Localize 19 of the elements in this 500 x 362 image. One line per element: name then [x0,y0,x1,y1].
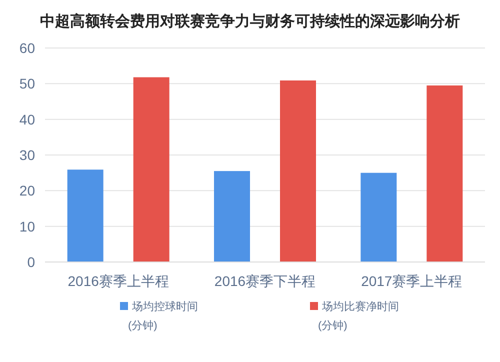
x-tick-label: 2016赛季下半程 [214,273,316,289]
legend-label: 场均控球时间 (分钟) [128,300,198,332]
chart-title: 中超高额转会费用对联赛竞争力与财务可持续性的深远影响分析 [40,12,460,30]
y-tick-label: 0 [27,254,36,270]
y-tick-label: 30 [19,147,36,163]
bar [133,77,170,262]
x-tick-label: 2016赛季上半程 [68,273,169,289]
bar [214,171,250,262]
bar [280,80,316,262]
x-tick-label: 2017赛季上半程 [361,273,462,289]
bar [426,85,463,262]
y-tick-label: 10 [19,218,36,234]
y-tick-label: 60 [19,40,36,56]
legend-label: 场均比赛净时间 (分钟) [318,300,399,332]
bar [360,172,397,262]
y-tick-label: 50 [19,76,36,92]
bar [67,170,104,262]
y-tick-label: 40 [19,111,36,128]
y-tick-label: 20 [19,182,36,199]
